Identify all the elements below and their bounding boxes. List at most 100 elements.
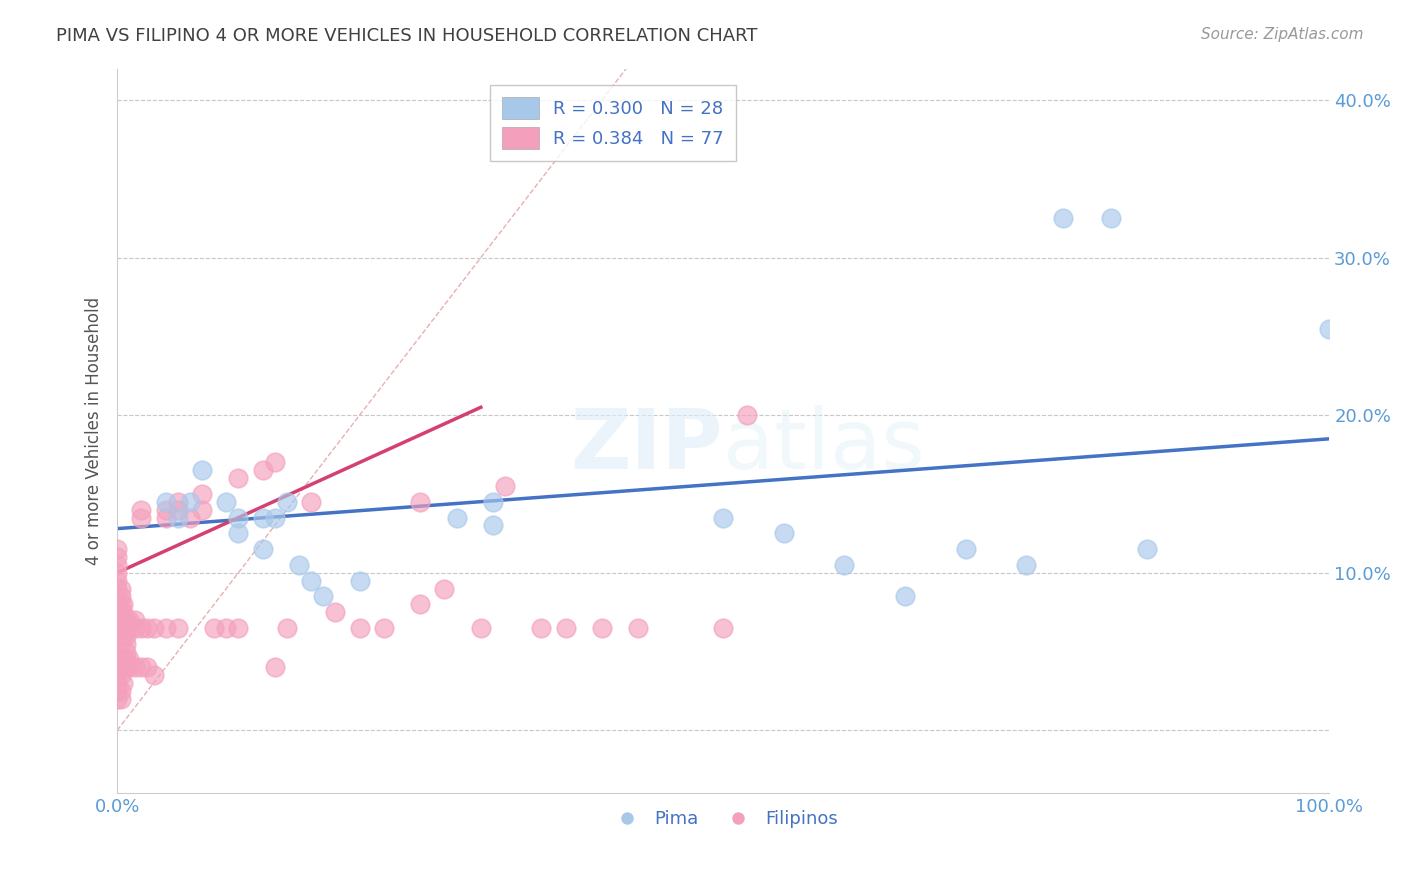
Point: [105, 590, 128, 604]
Point: [112, 597, 135, 611]
Point: [433, 582, 456, 596]
Point: [215, 621, 238, 635]
Point: [252, 463, 274, 477]
Point: [263, 660, 285, 674]
Point: [288, 558, 311, 572]
Point: [373, 621, 395, 635]
Point: [124, 621, 146, 635]
Point: [155, 502, 177, 516]
Point: [299, 574, 322, 588]
Point: [105, 549, 128, 564]
Point: [312, 590, 335, 604]
Point: [112, 676, 135, 690]
Point: [470, 621, 492, 635]
Point: [155, 621, 177, 635]
Text: atlas: atlas: [723, 405, 925, 486]
Point: [228, 471, 250, 485]
Point: [110, 590, 132, 604]
Point: [263, 510, 285, 524]
Point: [131, 621, 153, 635]
Point: [124, 660, 146, 674]
Point: [252, 542, 274, 557]
Point: [131, 660, 153, 674]
Point: [834, 558, 856, 572]
Text: PIMA VS FILIPINO 4 OR MORE VEHICLES IN HOUSEHOLD CORRELATION CHART: PIMA VS FILIPINO 4 OR MORE VEHICLES IN H…: [56, 27, 758, 45]
Point: [155, 510, 177, 524]
Point: [142, 621, 165, 635]
Point: [155, 495, 177, 509]
Point: [1136, 542, 1159, 557]
Point: [114, 629, 136, 643]
Point: [114, 637, 136, 651]
Point: [252, 510, 274, 524]
Point: [711, 621, 734, 635]
Point: [105, 660, 128, 674]
Point: [110, 684, 132, 698]
Point: [112, 660, 135, 674]
Point: [446, 510, 468, 524]
Point: [215, 495, 238, 509]
Point: [114, 660, 136, 674]
Point: [131, 510, 153, 524]
Point: [136, 660, 159, 674]
Point: [894, 590, 917, 604]
Point: [110, 613, 132, 627]
Point: [166, 502, 188, 516]
Point: [110, 582, 132, 596]
Point: [112, 605, 135, 619]
Legend: Pima, Filipinos: Pima, Filipinos: [602, 803, 845, 835]
Point: [105, 605, 128, 619]
Point: [166, 510, 188, 524]
Point: [530, 621, 553, 635]
Point: [105, 582, 128, 596]
Point: [110, 605, 132, 619]
Point: [114, 621, 136, 635]
Point: [1015, 558, 1038, 572]
Point: [142, 668, 165, 682]
Point: [105, 558, 128, 572]
Point: [112, 652, 135, 666]
Point: [191, 502, 214, 516]
Point: [263, 455, 285, 469]
Point: [112, 613, 135, 627]
Point: [1099, 211, 1122, 226]
Point: [409, 597, 432, 611]
Point: [110, 597, 132, 611]
Point: [202, 621, 225, 635]
Point: [112, 621, 135, 635]
Point: [1317, 321, 1340, 335]
Point: [482, 495, 505, 509]
Point: [124, 613, 146, 627]
Point: [105, 668, 128, 682]
Point: [228, 526, 250, 541]
Point: [276, 621, 298, 635]
Point: [349, 574, 371, 588]
Point: [409, 495, 432, 509]
Point: [110, 637, 132, 651]
Point: [118, 652, 141, 666]
Point: [772, 526, 794, 541]
Point: [627, 621, 650, 635]
Point: [191, 463, 214, 477]
Y-axis label: 4 or more Vehicles in Household: 4 or more Vehicles in Household: [86, 297, 103, 565]
Point: [191, 487, 214, 501]
Point: [166, 621, 188, 635]
Point: [105, 566, 128, 580]
Point: [179, 510, 201, 524]
Point: [118, 660, 141, 674]
Point: [711, 510, 734, 524]
Point: [110, 668, 132, 682]
Point: [299, 495, 322, 509]
Point: [1052, 211, 1074, 226]
Point: [554, 621, 576, 635]
Point: [118, 613, 141, 627]
Point: [737, 408, 759, 422]
Point: [228, 510, 250, 524]
Point: [110, 691, 132, 706]
Point: [105, 597, 128, 611]
Point: [325, 605, 347, 619]
Point: [955, 542, 977, 557]
Point: [112, 629, 135, 643]
Point: [494, 479, 516, 493]
Point: [136, 621, 159, 635]
